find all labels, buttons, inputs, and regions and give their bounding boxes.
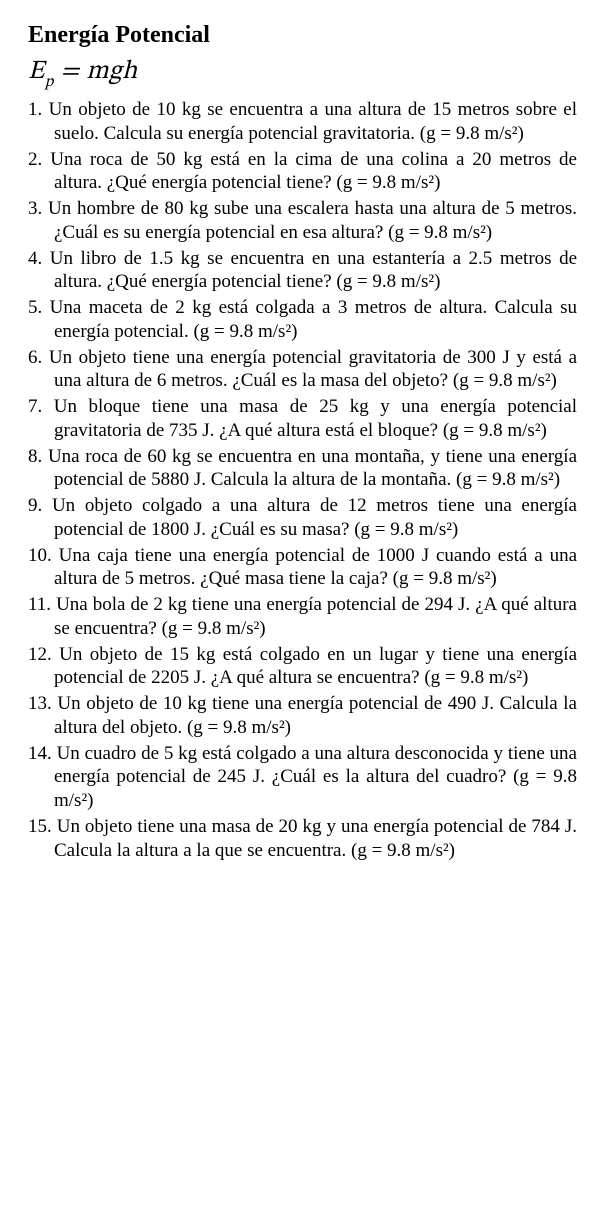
- problem-list: Un objeto de 10 kg se encuentra a una al…: [28, 98, 577, 862]
- formula-rhs: mgh: [86, 59, 137, 85]
- list-item: Un cuadro de 5 kg está colgado a una alt…: [28, 742, 577, 813]
- list-item: Una maceta de 2 kg está colgada a 3 metr…: [28, 296, 577, 344]
- list-item: Un objeto colgado a una altura de 12 met…: [28, 494, 577, 542]
- list-item: Un objeto tiene una masa de 20 kg y una …: [28, 815, 577, 863]
- list-item: Un objeto tiene una energía potencial gr…: [28, 346, 577, 394]
- list-item: Una roca de 60 kg se encuentra en una mo…: [28, 445, 577, 493]
- formula-eq: =: [54, 59, 86, 85]
- list-item: Un hombre de 80 kg sube una escalera has…: [28, 197, 577, 245]
- page-title: Energía Potencial: [28, 20, 577, 50]
- list-item: Un objeto de 10 kg tiene una energía pot…: [28, 692, 577, 740]
- list-item: Un bloque tiene una masa de 25 kg y una …: [28, 395, 577, 443]
- list-item: Un objeto de 15 kg está colgado en un lu…: [28, 643, 577, 691]
- list-item: Una roca de 50 kg está en la cima de una…: [28, 148, 577, 196]
- list-item: Una bola de 2 kg tiene una energía poten…: [28, 593, 577, 641]
- list-item: Un libro de 1.5 kg se encuentra en una e…: [28, 247, 577, 295]
- list-item: Un objeto de 10 kg se encuentra a una al…: [28, 98, 577, 146]
- formula-lhs-var: E: [28, 59, 45, 85]
- formula-lhs-sub: p: [45, 74, 54, 90]
- list-item: Una caja tiene una energía potencial de …: [28, 544, 577, 592]
- formula: Ep = mgh: [28, 56, 577, 90]
